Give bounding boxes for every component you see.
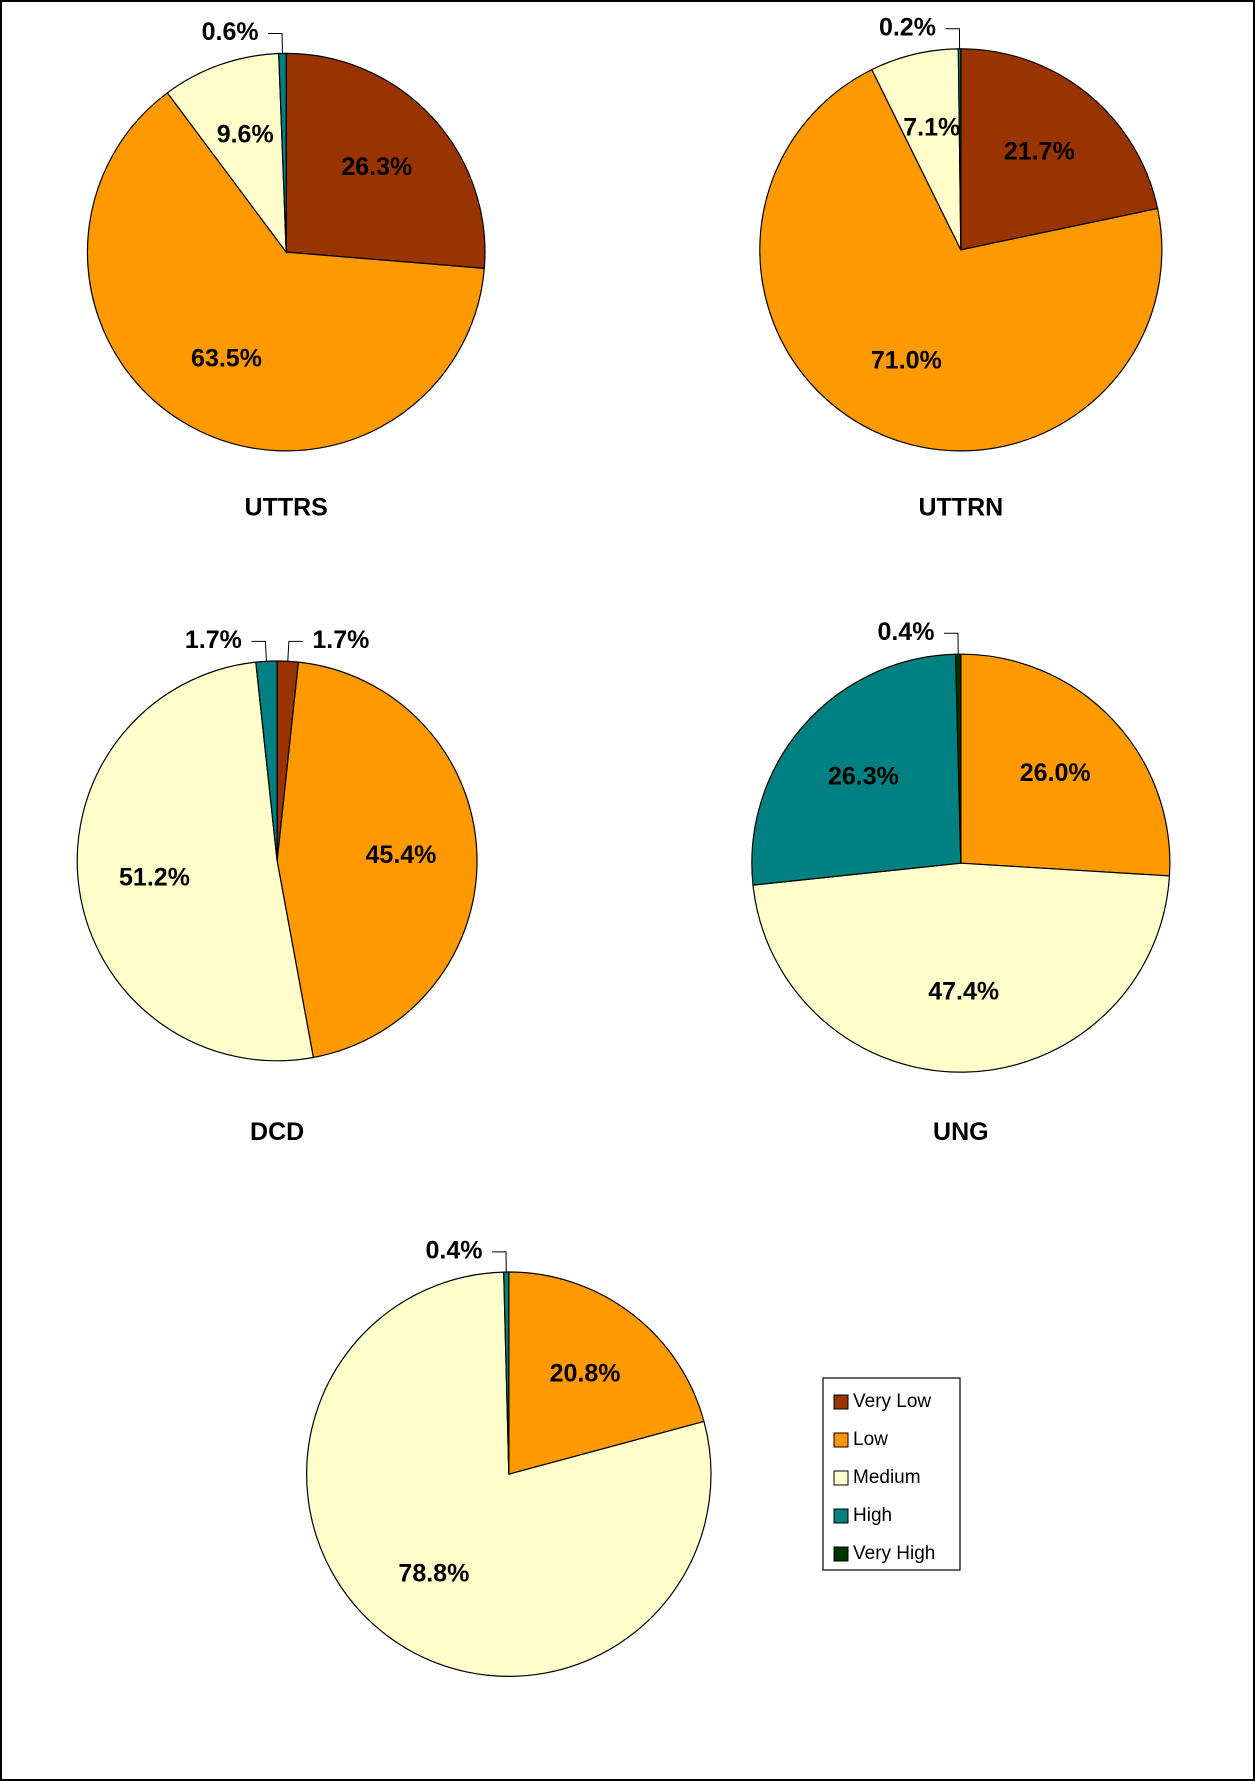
pie-title: UTTRN bbox=[918, 493, 1003, 521]
pie-slice bbox=[508, 1271, 705, 1475]
legend-swatch bbox=[833, 1432, 849, 1448]
pie-slice bbox=[954, 653, 962, 864]
data-label: 1.7% bbox=[312, 626, 369, 654]
data-label: 20.8% bbox=[550, 1359, 621, 1387]
leader-line bbox=[287, 640, 303, 662]
data-label: 51.2% bbox=[119, 863, 190, 891]
data-label: 9.6% bbox=[217, 121, 274, 149]
leader-line bbox=[268, 33, 283, 54]
legend-label: Very Low bbox=[853, 1391, 931, 1412]
pie-title: UTTRS bbox=[245, 493, 328, 521]
pie-title: DCD bbox=[250, 1118, 304, 1146]
data-label: 26.0% bbox=[1020, 759, 1091, 787]
data-label: 21.7% bbox=[1004, 138, 1075, 166]
pie-slice bbox=[503, 1271, 510, 1475]
legend: Very Low Low Medium High Very High bbox=[822, 1377, 961, 1571]
legend-label: Very High bbox=[853, 1543, 935, 1564]
data-label: 26.3% bbox=[341, 153, 412, 181]
data-label: 71.0% bbox=[871, 347, 942, 375]
pie-slice bbox=[960, 48, 1159, 251]
pie-slice bbox=[751, 653, 962, 886]
legend-swatch bbox=[833, 1394, 849, 1410]
pie-slice bbox=[255, 660, 278, 861]
pie-slice bbox=[759, 68, 1163, 452]
leader-line bbox=[251, 640, 267, 662]
legend-swatch bbox=[833, 1508, 849, 1524]
data-label: 0.4% bbox=[426, 1236, 483, 1264]
data-label: 26.3% bbox=[828, 762, 899, 790]
pie-slice bbox=[957, 48, 962, 250]
pie-slice bbox=[276, 661, 478, 1059]
pie-slice bbox=[285, 52, 486, 269]
data-label: 0.2% bbox=[879, 13, 936, 41]
leader-line bbox=[945, 28, 961, 49]
data-label: 47.4% bbox=[928, 977, 999, 1005]
data-label: 1.7% bbox=[185, 626, 242, 654]
legend-swatch bbox=[833, 1546, 849, 1562]
data-label: 78.8% bbox=[398, 1559, 469, 1587]
data-label: 7.1% bbox=[903, 113, 960, 141]
legend-label: Medium bbox=[853, 1467, 921, 1488]
data-label: 63.5% bbox=[191, 345, 262, 373]
pie-slice bbox=[86, 91, 485, 452]
data-label: 0.4% bbox=[877, 618, 934, 646]
leader-line bbox=[943, 632, 959, 655]
legend-label: High bbox=[853, 1505, 892, 1526]
data-label: 0.6% bbox=[202, 18, 259, 46]
data-label: 45.4% bbox=[366, 841, 437, 869]
legend-swatch bbox=[833, 1470, 849, 1486]
leader-line bbox=[492, 1251, 507, 1273]
pie-slice bbox=[960, 653, 1171, 877]
pie-slice bbox=[752, 862, 1171, 1073]
pie-slice bbox=[76, 661, 315, 1062]
legend-label: Low bbox=[853, 1429, 888, 1450]
pie-title: UNG bbox=[933, 1118, 989, 1146]
pie-slice bbox=[166, 52, 287, 255]
